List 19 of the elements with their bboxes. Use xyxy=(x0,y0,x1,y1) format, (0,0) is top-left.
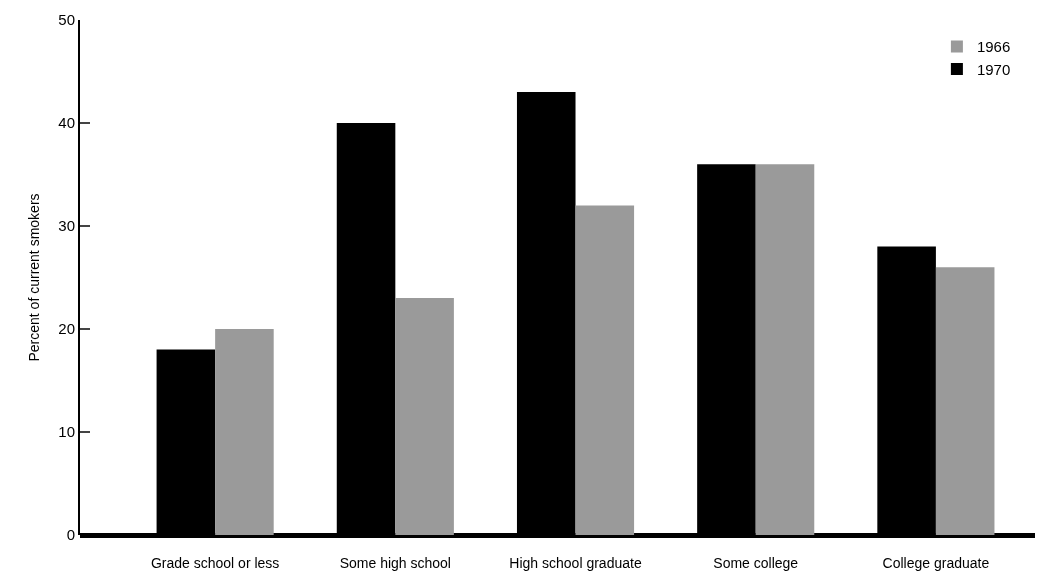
y-axis-title: Percent of current smokers xyxy=(26,193,43,362)
x-tick-label: Some college xyxy=(713,555,799,571)
y-tick-label: 50 xyxy=(58,11,75,29)
bar xyxy=(935,267,995,535)
y-tick-label: 20 xyxy=(58,320,75,338)
legend-label: 1970 xyxy=(976,60,1011,78)
bar xyxy=(395,298,454,535)
y-tick-label: 0 xyxy=(66,526,75,544)
bar xyxy=(215,329,274,535)
x-tick-label: Grade school or less xyxy=(150,555,280,571)
bar xyxy=(575,205,635,535)
x-tick-label: High school graduate xyxy=(509,555,642,571)
y-tick-label: 30 xyxy=(58,217,75,235)
x-tick-label: Some high school xyxy=(339,555,451,571)
legend-label: 1966 xyxy=(976,38,1011,56)
x-tick-label: College graduate xyxy=(882,555,990,571)
y-tick-label: 10 xyxy=(58,423,75,441)
bar xyxy=(755,164,815,535)
y-tick-label: 40 xyxy=(58,114,75,132)
